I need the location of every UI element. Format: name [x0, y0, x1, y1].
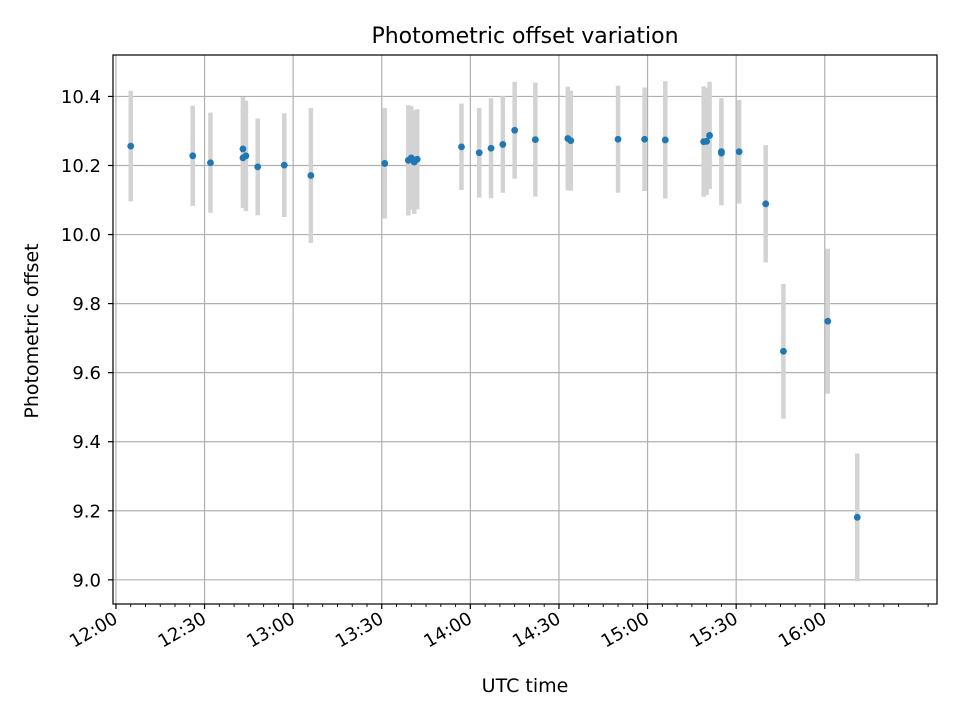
data-point — [207, 159, 214, 167]
data-point — [511, 126, 519, 134]
data-point — [853, 513, 861, 521]
y-tick-label: 9.4 — [72, 432, 101, 453]
data-point — [762, 200, 770, 208]
data-point — [280, 161, 288, 169]
data-point — [189, 152, 197, 160]
data-point — [641, 135, 649, 143]
data-point — [703, 137, 711, 145]
data-point — [661, 136, 669, 144]
point-layer — [127, 126, 861, 521]
data-point — [531, 136, 539, 143]
y-tick-label: 9.6 — [72, 363, 101, 384]
y-axis-label: Photometric offset — [21, 243, 43, 418]
data-point — [307, 172, 315, 179]
chart-title: Photometric offset variation — [371, 24, 678, 49]
y-tick-label: 10.4 — [61, 87, 101, 108]
data-point — [567, 137, 575, 145]
data-point — [239, 145, 247, 153]
data-point — [706, 132, 713, 139]
data-point — [242, 152, 250, 160]
data-point — [475, 149, 483, 157]
grid-layer — [113, 55, 937, 604]
data-point — [381, 160, 389, 167]
data-point — [127, 142, 135, 150]
x-axis-label: UTC time — [482, 675, 569, 697]
data-point — [458, 143, 465, 151]
data-point — [413, 155, 421, 163]
data-point — [735, 148, 743, 156]
data-point — [487, 144, 495, 152]
y-tick-label: 9.0 — [72, 570, 101, 591]
plot-frame — [112, 54, 938, 605]
data-point — [614, 135, 622, 143]
data-point — [499, 141, 507, 148]
y-tick-label: 9.8 — [72, 294, 101, 315]
data-point — [718, 148, 725, 156]
data-point — [254, 163, 262, 171]
data-point — [780, 347, 787, 355]
y-tick-label: 9.2 — [72, 501, 101, 522]
y-tick-label: 10.0 — [61, 225, 101, 246]
y-tick-label: 10.2 — [61, 156, 101, 177]
data-point — [824, 317, 832, 325]
